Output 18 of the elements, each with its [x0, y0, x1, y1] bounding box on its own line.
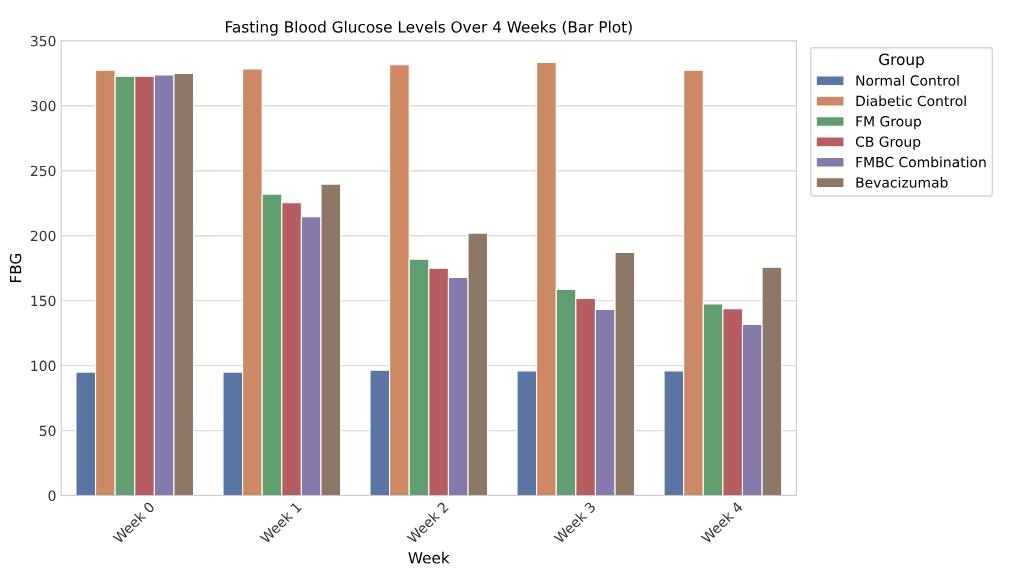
legend-title: Group	[879, 53, 924, 69]
y-tick-label: 300	[30, 100, 56, 112]
legend-label: FMBC Combination	[856, 156, 986, 168]
legend-label: FM Group	[856, 116, 922, 130]
y-tick-label: 0	[48, 490, 56, 502]
y-tick-label: 250	[30, 165, 56, 177]
y-tick-label: 50	[39, 425, 56, 437]
legend-label: CB Group	[855, 136, 921, 150]
y-tick-label: 100	[31, 360, 56, 372]
y-tick-label: 200	[30, 230, 56, 242]
legend-label: Diabetic Control	[856, 95, 966, 107]
y-tick-label: 350	[30, 35, 56, 47]
y-tick-label: 150	[31, 295, 56, 307]
y-axis-title: FBG	[9, 254, 22, 283]
legend-label: Normal Control	[856, 75, 959, 86]
chart-title: Fasting Blood Glucose Levels Over 4 Weeks (Bar Plot)	[226, 20, 632, 36]
x-axis-title: Week	[408, 551, 450, 564]
legend-label: Bevacizumab	[856, 176, 948, 188]
